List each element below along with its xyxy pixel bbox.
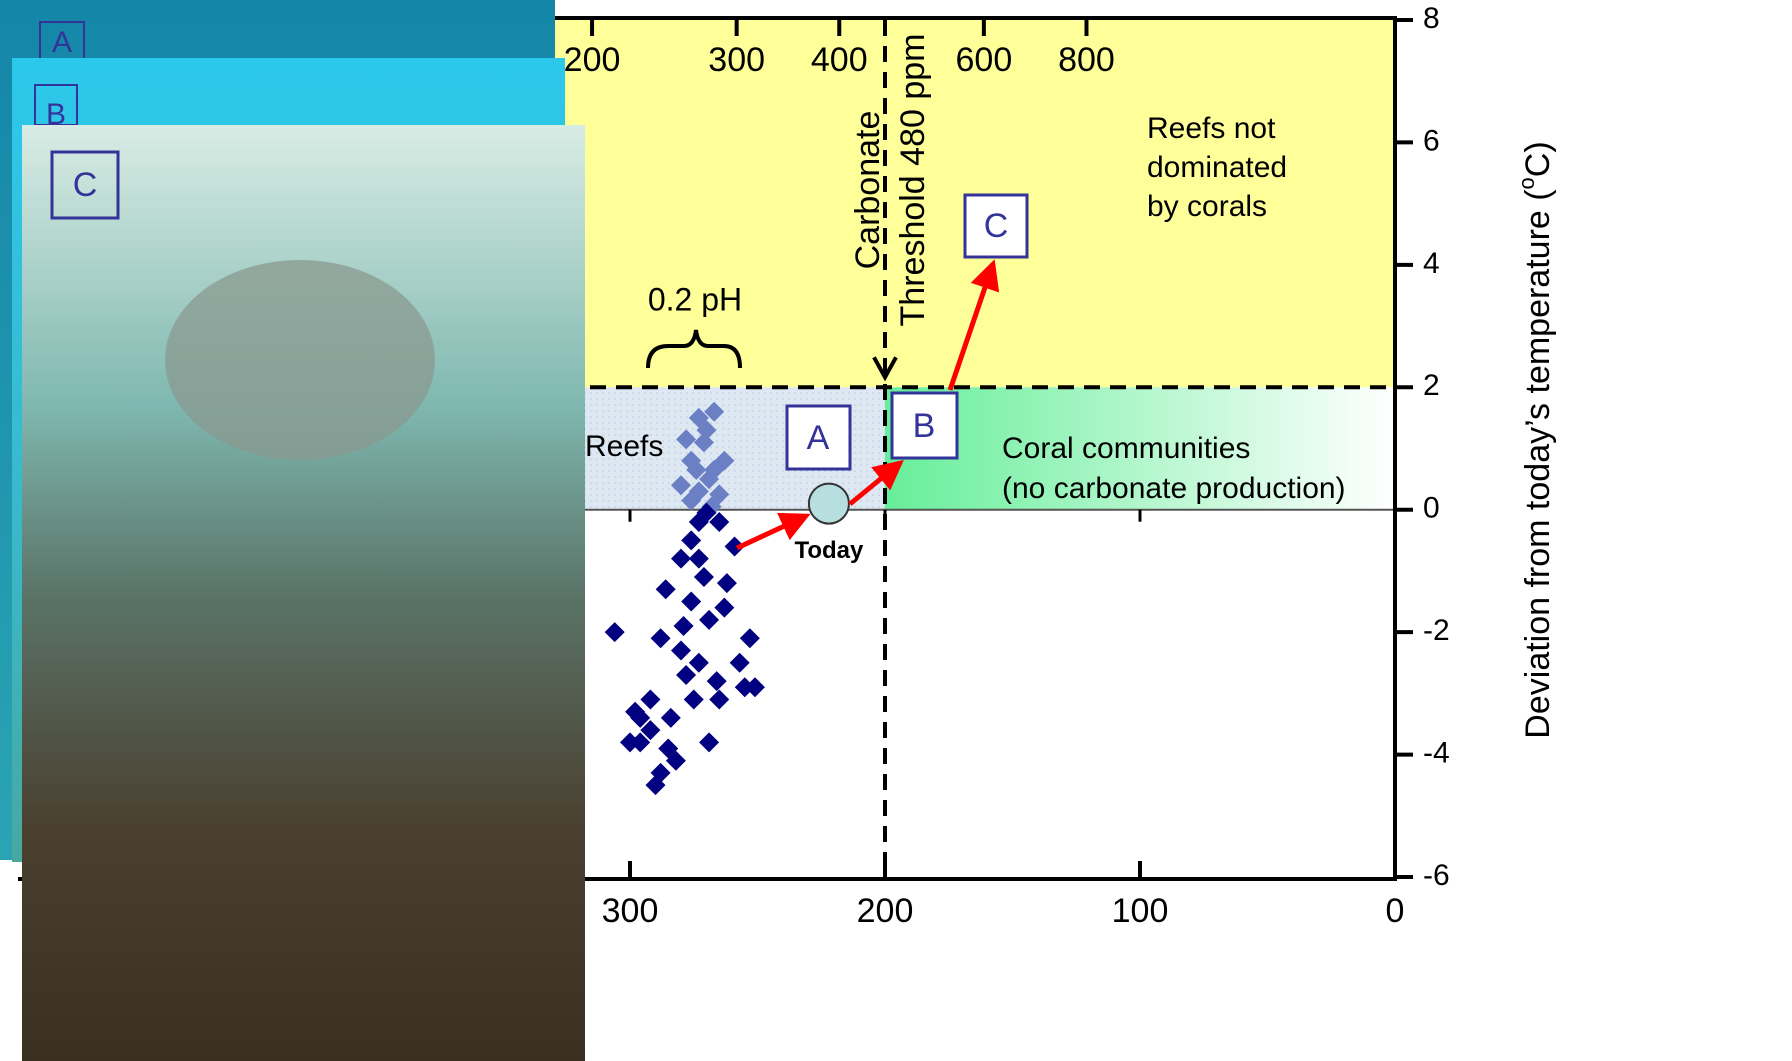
scatter-point	[604, 622, 625, 643]
region-label: dominated	[1147, 151, 1287, 184]
threshold-label: Threshold 480 ppm	[894, 34, 932, 327]
scenario-label: C	[984, 207, 1009, 245]
scatter-point	[739, 628, 760, 649]
region-label: by corals	[1147, 190, 1267, 223]
scatter-point	[696, 502, 717, 523]
threshold-arrowhead	[872, 356, 898, 382]
arrow	[735, 512, 811, 551]
scatter-point	[696, 420, 717, 441]
x-tick-label: 0	[1386, 892, 1405, 930]
y-tick-label: 2	[1423, 369, 1440, 402]
x2-tick-label: 800	[1058, 41, 1115, 79]
scatter-point	[620, 732, 640, 753]
scatter-point	[673, 616, 694, 637]
scatter-point	[658, 738, 679, 759]
scatter-point	[686, 459, 707, 480]
y-tick-label: 6	[1423, 124, 1440, 157]
scatter-point	[699, 609, 720, 630]
scatter-point	[671, 475, 691, 496]
scatter-point	[709, 511, 730, 532]
scatter-point	[683, 689, 704, 710]
scatter-point	[671, 640, 691, 661]
y-tick-label: 4	[1423, 247, 1440, 280]
scatter-point	[650, 628, 671, 649]
scatter-point	[640, 689, 661, 710]
photo-detail	[165, 260, 435, 460]
region-label: Coral communities	[1002, 432, 1250, 465]
scatter-point	[709, 689, 730, 710]
annotations: 0.2 pH Carbonate Threshold 480 ppm A B C…	[646, 34, 1557, 739]
x2-tick-label: 400	[811, 41, 868, 79]
scatter-point	[655, 579, 676, 600]
brace	[646, 329, 742, 369]
scatter-point	[704, 401, 725, 422]
today-label: Today	[794, 537, 864, 564]
y-tick-label: -6	[1423, 859, 1450, 892]
scatter-point	[660, 707, 681, 728]
x2-tick-label: 300	[708, 41, 765, 79]
plot: Reefs not dominated by corals Reefs Coral co…	[18, 2, 1450, 930]
region-label: Reefs not	[1147, 112, 1276, 145]
scatter-point	[688, 652, 709, 673]
scatter-point	[744, 677, 765, 698]
scatter-point	[699, 469, 720, 490]
scatter-point	[645, 775, 666, 796]
y-axis-title: Deviation from today’s temperature (oC)	[1514, 141, 1557, 738]
scatter-point	[676, 429, 697, 450]
arrow	[947, 259, 1000, 391]
scenario-box	[785, 404, 852, 471]
scenario-label: A	[807, 419, 830, 457]
scatter-point	[640, 720, 661, 741]
scatter-point	[671, 548, 691, 569]
scatter-point	[714, 450, 735, 471]
x2-tick-label: 200	[564, 41, 621, 79]
y-axis-title-part: C)	[1519, 141, 1557, 177]
scatter-point	[676, 664, 697, 685]
x-tick-label: 100	[1112, 892, 1169, 930]
brace-label: 0.2 pH	[648, 281, 742, 317]
region	[885, 387, 1395, 510]
y-tick-label: -4	[1423, 736, 1450, 769]
scatter-point	[699, 732, 720, 753]
x2-tick-label: 600	[956, 41, 1013, 79]
scatter-point	[681, 490, 702, 511]
region-label: (no carbonate production)	[1002, 472, 1346, 505]
scatter-point	[724, 536, 745, 557]
scatter-point	[681, 591, 702, 612]
scatter-point	[681, 530, 702, 551]
x-tick-label: 300	[602, 892, 659, 930]
scatter-point	[630, 732, 651, 753]
photo-label-box	[50, 150, 120, 220]
scatter-point	[729, 652, 750, 673]
photo-label: B	[46, 98, 66, 131]
y-axis-title-sup: o	[1514, 177, 1539, 189]
scatter-point	[688, 548, 709, 569]
x-tick-label: 200	[857, 892, 914, 930]
scenario-box	[963, 193, 1029, 259]
y-tick-label: 8	[1423, 2, 1440, 35]
y-tick-label: 0	[1423, 492, 1440, 525]
today-point	[807, 482, 850, 525]
scatter-point	[693, 567, 714, 588]
scatter-point	[625, 701, 646, 722]
scenario-box	[890, 391, 959, 460]
photo-label: C	[73, 166, 98, 204]
arrow	[848, 459, 904, 506]
scatter-point	[706, 671, 727, 692]
scatter-point	[716, 573, 737, 594]
scatter-point	[714, 597, 735, 618]
region-label: Reefs	[585, 430, 663, 463]
photo-label: A	[52, 26, 72, 59]
photos: A B C	[0, 0, 585, 1061]
scenario-label: B	[913, 407, 936, 445]
y-tick-label: -2	[1423, 614, 1450, 647]
scatter-point	[734, 677, 755, 698]
threshold-label: Carbonate	[849, 111, 887, 270]
y-axis-title-part: Deviation from today’s temperature (	[1519, 189, 1557, 739]
